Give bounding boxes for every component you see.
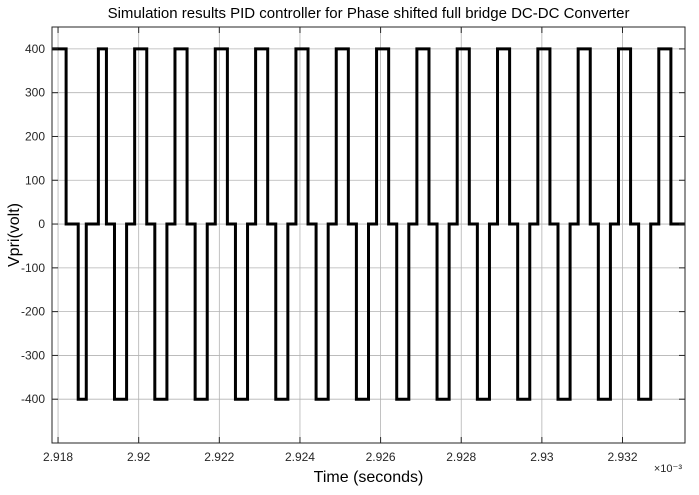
x-axis-label: Time (seconds) [314,469,424,486]
series-layer [52,47,685,401]
x-tick-label: 2.93 [530,450,554,464]
y-tick-label: -100 [21,261,45,275]
x-tick-label: 2.918 [43,450,73,464]
y-tick-label: 100 [25,173,45,187]
x-tick-label: 2.92 [127,450,151,464]
y-axis-label: Vpri(volt) [6,203,23,267]
x-exponent-label: ×10⁻³ [654,463,682,475]
y-tick-label: -200 [21,305,45,319]
y-tick-label: 0 [38,217,45,231]
plot-frame [51,26,686,444]
y-tick-label: 400 [25,42,45,56]
y-tick-label: -400 [21,392,45,406]
x-tick-label: 2.922 [204,450,234,464]
y-tick-label: 200 [25,129,45,143]
y-tick-label: -300 [21,348,45,362]
series-line [52,47,685,401]
y-tick-label: 300 [25,86,45,100]
chart-title: Simulation results PID controller for Ph… [108,5,630,22]
x-tick-label: 2.932 [607,450,637,464]
x-tick-label: 2.926 [366,450,396,464]
ticks: 2.918 2.92 2.922 2.924 2.926 2.928 2.93 2.932 -4… [21,27,685,464]
x-tick-label: 2.928 [446,450,476,464]
x-tick-label: 2.924 [285,450,315,464]
